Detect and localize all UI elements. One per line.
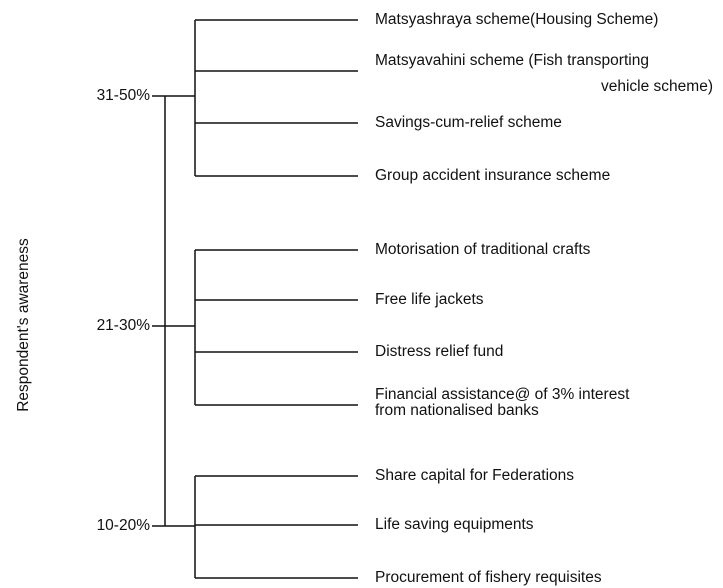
item-text: Distress relief fund <box>375 343 503 360</box>
group-label: 10-20% <box>97 517 151 534</box>
item-text: Group accident insurance scheme <box>375 167 610 184</box>
group-label: 31-50% <box>97 87 151 104</box>
group-label: 21-30% <box>97 317 151 334</box>
item-text: Motorisation of traditional crafts <box>375 241 591 258</box>
item-text: Free life jackets <box>375 291 484 308</box>
item-text: vehicle scheme) <box>601 78 713 95</box>
item-text: Procurement of fishery requisites <box>375 569 602 586</box>
item-text: Life saving equipments <box>375 516 534 533</box>
axis-label: Respondent's awareness <box>15 238 32 412</box>
item-text: from nationalised banks <box>375 402 539 419</box>
item-text: Share capital for Federations <box>375 467 574 484</box>
item-text: Matsyashraya scheme(Housing Scheme) <box>375 11 658 28</box>
item-text: Savings-cum-relief scheme <box>375 114 562 131</box>
item-text: Matsyavahini scheme (Fish transporting <box>375 52 649 69</box>
item-text: Financial assistance@ of 3% interest <box>375 386 630 403</box>
